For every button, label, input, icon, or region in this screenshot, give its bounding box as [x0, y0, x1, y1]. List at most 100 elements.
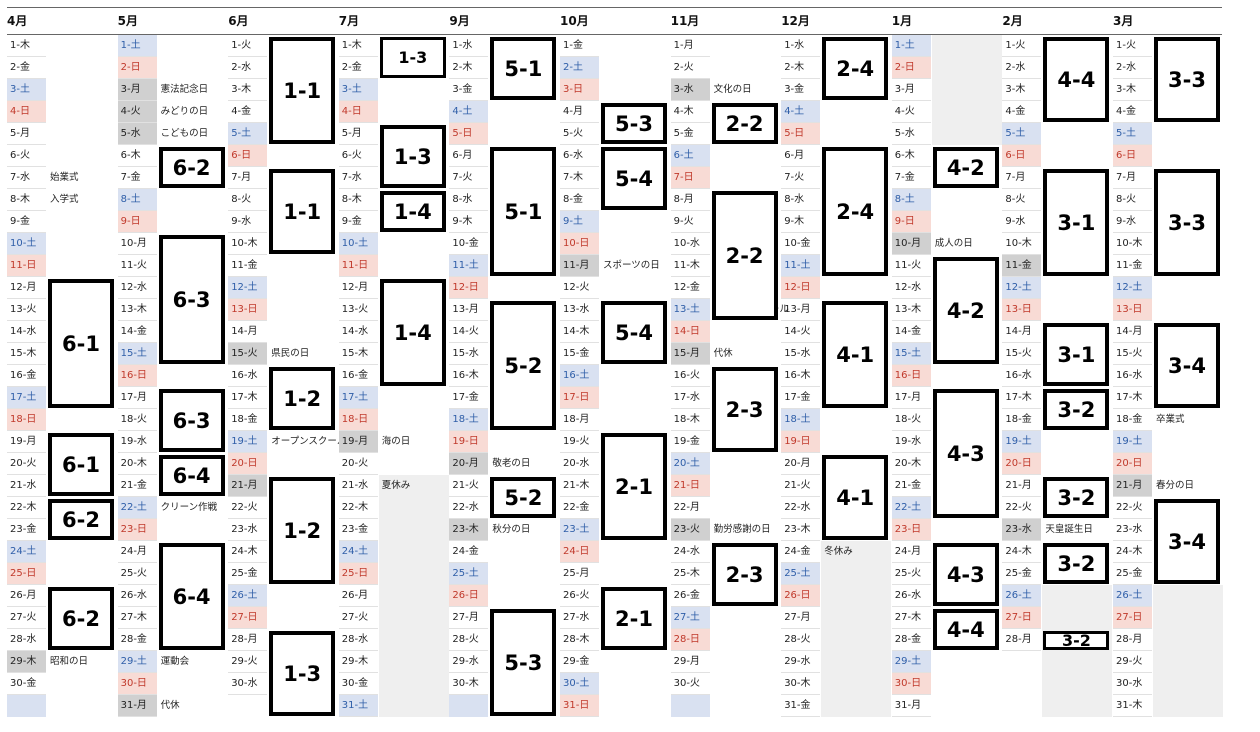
day-cell: 20-月: [781, 453, 821, 475]
day-cell: 23-土: [560, 519, 599, 541]
day-cell: 3-金: [449, 79, 489, 101]
class-block: 5-1: [490, 37, 557, 100]
day-cell: 4-日: [7, 101, 46, 123]
day-cell: 27-日: [1002, 607, 1042, 629]
day-cell: 25-金: [1002, 563, 1042, 585]
class-block: 1-1: [269, 37, 336, 144]
day-cell: 19-水: [891, 431, 931, 453]
class-block: 6-1: [48, 279, 114, 408]
day-cell: 26-日: [781, 585, 821, 607]
day-cell: 30-土: [560, 673, 599, 695]
day-cell: 12-水: [891, 277, 931, 299]
month-header: 4月: [7, 14, 28, 28]
day-cell: 29-水: [781, 651, 821, 673]
day-cell: 22-土: [891, 497, 931, 519]
day-cell: 8-水: [449, 189, 489, 211]
day-cell: 9-金: [7, 211, 46, 233]
event-note: クリーン作戦: [160, 502, 218, 513]
day-cell: 17-土: [7, 387, 46, 409]
day-cell: 17-木: [1113, 387, 1152, 409]
day-cell: 26-土: [228, 585, 268, 607]
day-cell: 30-日: [891, 673, 931, 695]
day-cell: 10-日: [560, 233, 599, 255]
day-cell: 19-水: [117, 431, 157, 453]
day-cell: 6-日: [228, 145, 268, 167]
class-block: 1-2: [269, 367, 336, 430]
day-cell: 5-水: [891, 123, 931, 145]
day-cell: 30-木: [781, 673, 821, 695]
day-cell: 24-土: [7, 541, 46, 563]
day-cell: 23-水: [228, 519, 268, 541]
day-cell: 4-火: [891, 101, 931, 123]
day-cell: 10-木: [1002, 233, 1042, 255]
day-cell: 3-土: [338, 79, 378, 101]
class-block: 6-4: [158, 455, 225, 496]
day-cell: 31-日: [560, 695, 599, 717]
day-cell: 13-日: [1113, 299, 1152, 321]
day-cell: 6-日: [1113, 145, 1152, 167]
day-cell: 23-木: [449, 519, 489, 541]
day-cell: 12-金: [670, 277, 710, 299]
day-cell: 22-火: [1113, 497, 1152, 519]
day-cell: 12-日: [449, 277, 489, 299]
day-cell: 15-木: [7, 343, 46, 365]
day-cell: 7-金: [891, 167, 931, 189]
day-cell: 16-日: [891, 365, 931, 387]
day-cell: 2-日: [117, 57, 157, 79]
day-cell: 8-火: [228, 189, 268, 211]
blank-area: [378, 475, 449, 717]
day-cell: 23-日: [117, 519, 157, 541]
day-cell: 5-月: [338, 123, 378, 145]
event-note: 文化の日: [713, 84, 752, 95]
day-cell: 19-土: [1113, 431, 1152, 453]
class-block: 4-1: [822, 455, 889, 540]
day-cell: 22-水: [449, 497, 489, 519]
day-cell: 17-木: [1002, 387, 1042, 409]
blank-area: [1042, 585, 1113, 717]
day-cell: 3-月: [891, 79, 931, 101]
day-cell: 17-日: [560, 387, 599, 409]
day-cell: 27-月: [449, 607, 489, 629]
class-block: 2-2: [711, 191, 778, 320]
day-cell: 14-水: [7, 321, 46, 343]
day-cell: 6-火: [7, 145, 46, 167]
day-cell: 21-水: [338, 475, 378, 497]
day-cell: 3-木: [1002, 79, 1042, 101]
day-cell: 16-土: [560, 365, 599, 387]
day-cell: 5-日: [449, 123, 489, 145]
day-cell: 22-火: [228, 497, 268, 519]
class-block: 5-1: [490, 147, 557, 276]
event-note: 勤労感謝の日: [713, 524, 771, 535]
day-cell: 23-日: [891, 519, 931, 541]
day-cell: 23-木: [781, 519, 821, 541]
day-cell: 11-土: [449, 255, 489, 277]
day-cell: 30-火: [670, 673, 710, 695]
day-cell: 25-木: [670, 563, 710, 585]
day-cell: 29-金: [560, 651, 599, 673]
day-cell: 31-木: [1113, 695, 1152, 717]
day-cell: 10-土: [338, 233, 378, 255]
day-cell: 18-月: [560, 409, 599, 431]
class-block: 6-3: [158, 235, 225, 364]
event-note: 運動会: [160, 656, 190, 667]
day-cell: 26-月: [338, 585, 378, 607]
empty-cell: [670, 695, 710, 717]
day-cell: 25-月: [560, 563, 599, 585]
day-cell: 16-火: [670, 365, 710, 387]
event-note: 代休: [160, 700, 180, 711]
day-cell: 13-日: [1002, 299, 1042, 321]
day-cell: 12-日: [781, 277, 821, 299]
day-cell: 29-土: [891, 651, 931, 673]
day-cell: 18-金: [228, 409, 268, 431]
day-cell: 6-月: [449, 145, 489, 167]
day-cell: 4-土: [449, 101, 489, 123]
day-cell: 27-土: [670, 607, 710, 629]
day-cell: 24-木: [1113, 541, 1152, 563]
day-cell: 10-月: [891, 233, 931, 255]
day-cell: 21-金: [117, 475, 157, 497]
day-cell: 12-水: [117, 277, 157, 299]
class-block: 2-4: [822, 37, 889, 100]
month-header: 1月: [891, 14, 913, 28]
day-cell: 24-水: [670, 541, 710, 563]
